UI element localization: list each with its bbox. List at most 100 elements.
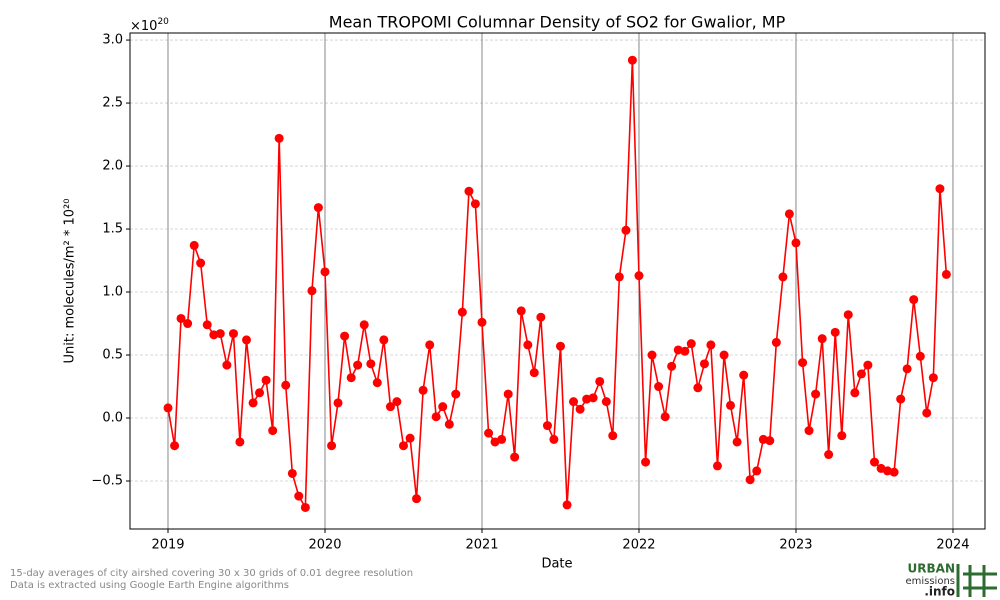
data-point	[510, 452, 520, 462]
data-point	[385, 402, 395, 412]
logo-text: .info	[924, 585, 955, 599]
data-point	[536, 312, 546, 322]
data-point	[307, 286, 317, 296]
data-point	[928, 373, 938, 383]
data-point	[346, 373, 356, 383]
data-point	[398, 441, 408, 451]
x-tick-label: 2024	[936, 538, 969, 553]
data-point	[320, 267, 330, 277]
data-point	[569, 397, 579, 407]
data-point	[438, 402, 448, 412]
data-point	[830, 327, 840, 337]
data-point	[843, 310, 853, 320]
data-point	[392, 397, 402, 407]
data-point	[189, 240, 199, 250]
y-offset-base: ×10	[130, 19, 157, 34]
data-point	[745, 475, 755, 485]
y-tick-label: 2.0	[102, 159, 123, 174]
data-point	[379, 335, 389, 345]
data-point	[575, 404, 585, 414]
data-point	[765, 436, 775, 446]
data-point	[248, 398, 258, 408]
data-point	[215, 329, 225, 339]
data-point	[896, 394, 906, 404]
data-point	[228, 329, 238, 339]
logo-icon	[956, 564, 997, 597]
plot-frame	[129, 32, 986, 530]
y-tick-label: 0.0	[102, 411, 123, 426]
data-point	[627, 55, 637, 65]
data-point	[555, 341, 565, 351]
data-point	[516, 306, 526, 316]
data-point	[869, 457, 879, 467]
x-axis-label: Date	[541, 557, 572, 572]
footer-note: 15-day averages of city airshed covering…	[10, 568, 413, 579]
data-point	[588, 393, 598, 403]
data-point	[170, 441, 180, 451]
data-point	[497, 434, 507, 444]
data-point	[811, 389, 821, 399]
data-point	[477, 317, 487, 327]
logo-text: emissions	[905, 576, 955, 587]
data-point	[340, 331, 350, 341]
footer-note: Data is extracted using Google Earth Eng…	[10, 580, 289, 591]
data-point	[667, 361, 677, 371]
data-point	[470, 199, 480, 209]
data-point	[712, 461, 722, 471]
data-point	[614, 272, 624, 282]
data-point	[503, 389, 513, 399]
data-point	[359, 320, 369, 330]
data-point	[255, 388, 265, 398]
data-point	[680, 346, 690, 356]
data-point	[235, 437, 245, 447]
data-point	[268, 426, 278, 436]
data-point	[412, 494, 422, 504]
data-point	[464, 186, 474, 196]
data-point	[654, 382, 664, 392]
data-point	[863, 360, 873, 370]
data-point	[222, 360, 232, 370]
data-point	[634, 271, 644, 281]
y-tick-label: 2.5	[102, 96, 123, 111]
data-point	[686, 339, 696, 349]
data-point	[719, 350, 729, 360]
data-point	[261, 375, 271, 385]
logo-text: URBAN	[908, 562, 955, 576]
data-point	[641, 457, 651, 467]
x-tick-label: 2022	[622, 538, 655, 553]
data-point	[366, 359, 376, 369]
data-point	[909, 295, 919, 305]
data-point	[922, 408, 932, 418]
y-tick-label: 1.0	[102, 285, 123, 300]
chart-title: Mean TROPOMI Columnar Density of SO2 for…	[329, 13, 786, 32]
data-point	[595, 376, 605, 386]
y-tick-label: 1.5	[102, 222, 123, 237]
data-point	[300, 502, 310, 512]
data-point	[804, 426, 814, 436]
data-point	[542, 421, 552, 431]
data-point	[425, 340, 435, 350]
data-point	[163, 403, 173, 413]
data-point	[241, 335, 251, 345]
data-point	[798, 358, 808, 368]
data-point	[444, 419, 454, 429]
data-point	[608, 431, 618, 441]
data-point	[451, 389, 461, 399]
data-point	[791, 238, 801, 248]
data-point	[431, 412, 441, 422]
data-point	[274, 133, 284, 143]
data-point	[732, 437, 742, 447]
data-point	[706, 340, 716, 350]
y-tick-label: −0.5	[91, 474, 123, 489]
data-point	[333, 398, 343, 408]
data-point	[287, 468, 297, 478]
data-point	[856, 369, 866, 379]
x-tick-label: 2021	[465, 538, 498, 553]
y-axis-label: Unit: molecules/m² * 10²⁰	[63, 199, 78, 364]
data-point	[405, 433, 415, 443]
data-point	[660, 412, 670, 422]
data-point	[889, 467, 899, 477]
data-point	[817, 334, 827, 344]
data-point	[824, 450, 834, 460]
